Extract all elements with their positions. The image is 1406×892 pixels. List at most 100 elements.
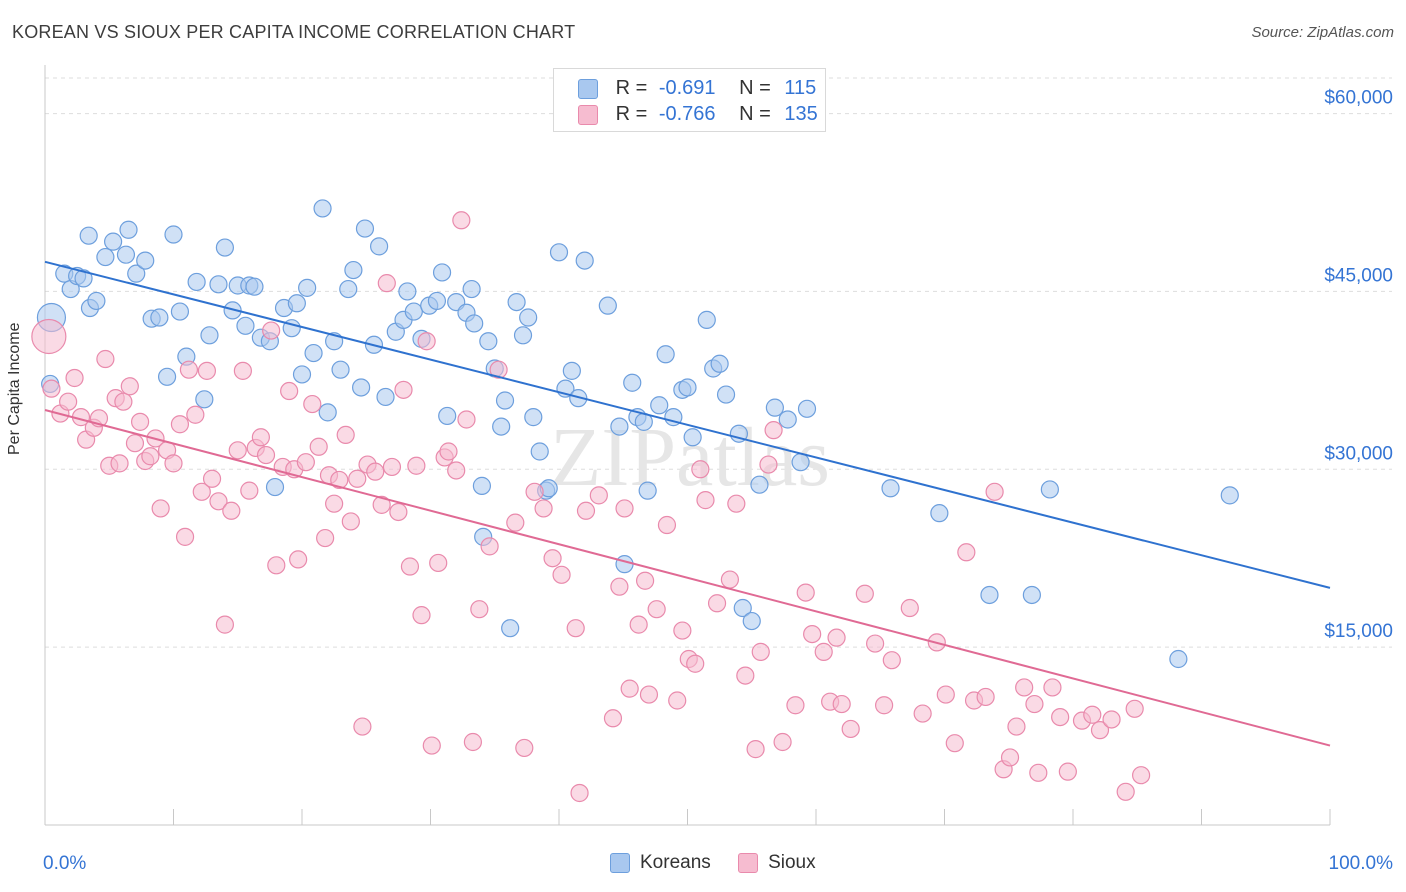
korean-point: [376, 387, 395, 407]
sioux-point: [534, 499, 553, 518]
sioux-point: [764, 421, 783, 440]
korean-point: [881, 479, 900, 498]
sioux-swatch: [578, 104, 598, 125]
korean-point: [623, 373, 642, 392]
korean-point: [716, 385, 736, 404]
sioux-point: [262, 321, 281, 340]
korean-point: [501, 619, 520, 638]
sioux-point: [589, 486, 608, 505]
korean-point: [697, 310, 716, 329]
sioux-point: [240, 481, 259, 500]
sioux-point: [746, 740, 765, 759]
korean-point: [742, 611, 761, 631]
sioux-point: [164, 454, 183, 473]
sioux-point: [348, 469, 367, 488]
sioux-point: [1007, 717, 1026, 736]
sioux-point: [377, 274, 396, 293]
korean-point: [765, 398, 784, 417]
sioux-point: [412, 606, 431, 625]
sioux-point: [866, 634, 885, 653]
sioux-point: [1029, 763, 1048, 782]
korean-point: [318, 403, 337, 422]
sioux-point: [296, 453, 315, 472]
sioux-point: [736, 666, 755, 685]
sioux-point: [841, 719, 860, 739]
sioux-point: [759, 455, 778, 474]
sioux-point: [382, 457, 402, 477]
legend-r-value: -0.766: [658, 103, 716, 125]
sioux-point: [985, 482, 1004, 501]
legend-row-koreans: R = -0.691 N = 115: [578, 77, 816, 101]
sioux-point: [96, 349, 115, 369]
korean-point: [164, 225, 183, 244]
korean-point: [524, 408, 543, 427]
sioux-point: [696, 491, 715, 510]
sioux-point: [65, 368, 84, 388]
sioux-point: [228, 441, 247, 460]
legend-n-value: 135: [784, 103, 818, 125]
korean-point: [710, 354, 729, 373]
sioux-point: [470, 600, 489, 619]
sioux-point: [407, 456, 426, 475]
korean-point: [432, 263, 452, 282]
sioux-point: [256, 445, 276, 465]
sioux-point: [1015, 678, 1034, 697]
sioux-point: [1125, 699, 1144, 718]
korean-point: [370, 237, 389, 256]
sioux-point: [202, 469, 222, 488]
sioux-point: [668, 691, 687, 710]
korean-point: [404, 302, 423, 321]
sioux-point: [59, 392, 78, 411]
korean-point: [438, 406, 457, 426]
korean-point: [116, 245, 136, 264]
sioux-point: [814, 642, 833, 661]
y-tick-label: $45,000: [1324, 265, 1393, 286]
sioux-point: [429, 553, 448, 573]
sioux-point: [875, 696, 894, 715]
sioux-point: [114, 392, 133, 411]
sioux-point: [31, 318, 67, 355]
korean-point: [298, 278, 317, 297]
sioux-point: [832, 694, 851, 714]
bottom-legend: Koreans Sioux: [610, 852, 838, 874]
korean-point: [562, 361, 581, 380]
korean-point: [1169, 649, 1188, 669]
sioux-point: [936, 685, 955, 704]
korean-point: [398, 282, 417, 301]
sioux-point: [566, 619, 585, 638]
korean-point: [513, 326, 533, 345]
korean-point: [750, 475, 769, 494]
sioux-point: [280, 381, 299, 401]
korean-point: [170, 302, 190, 321]
sioux-point: [222, 501, 241, 520]
korean-point: [519, 308, 538, 327]
sioux-point: [1132, 766, 1151, 785]
sioux-point: [620, 679, 639, 698]
korean-point: [1022, 585, 1041, 605]
korean-point: [479, 332, 498, 351]
sioux-point: [1090, 721, 1110, 740]
korean-point: [678, 378, 697, 397]
korean-point: [683, 428, 702, 447]
sioux-point: [251, 428, 270, 447]
korean-point: [930, 504, 949, 523]
sioux-swatch: [738, 852, 759, 873]
sioux-point: [489, 360, 508, 379]
sioux-point: [353, 717, 372, 736]
sioux-point: [686, 654, 705, 673]
sioux-point: [125, 434, 145, 453]
korean-point: [292, 365, 312, 384]
korean-point: [615, 555, 634, 574]
x-tick-label-min: 0.0%: [43, 853, 86, 874]
sioux-point: [309, 437, 328, 456]
korean-point: [980, 585, 999, 605]
koreans-swatch: [578, 78, 598, 99]
bottom-legend-koreans: Koreans: [610, 852, 711, 874]
korean-point: [530, 442, 549, 461]
korean-trend-line: [44, 260, 1331, 589]
korean-point: [638, 481, 657, 500]
sioux-point: [576, 501, 596, 520]
sioux-point: [786, 696, 805, 715]
sioux-point: [366, 462, 385, 481]
korean-point: [492, 417, 511, 436]
